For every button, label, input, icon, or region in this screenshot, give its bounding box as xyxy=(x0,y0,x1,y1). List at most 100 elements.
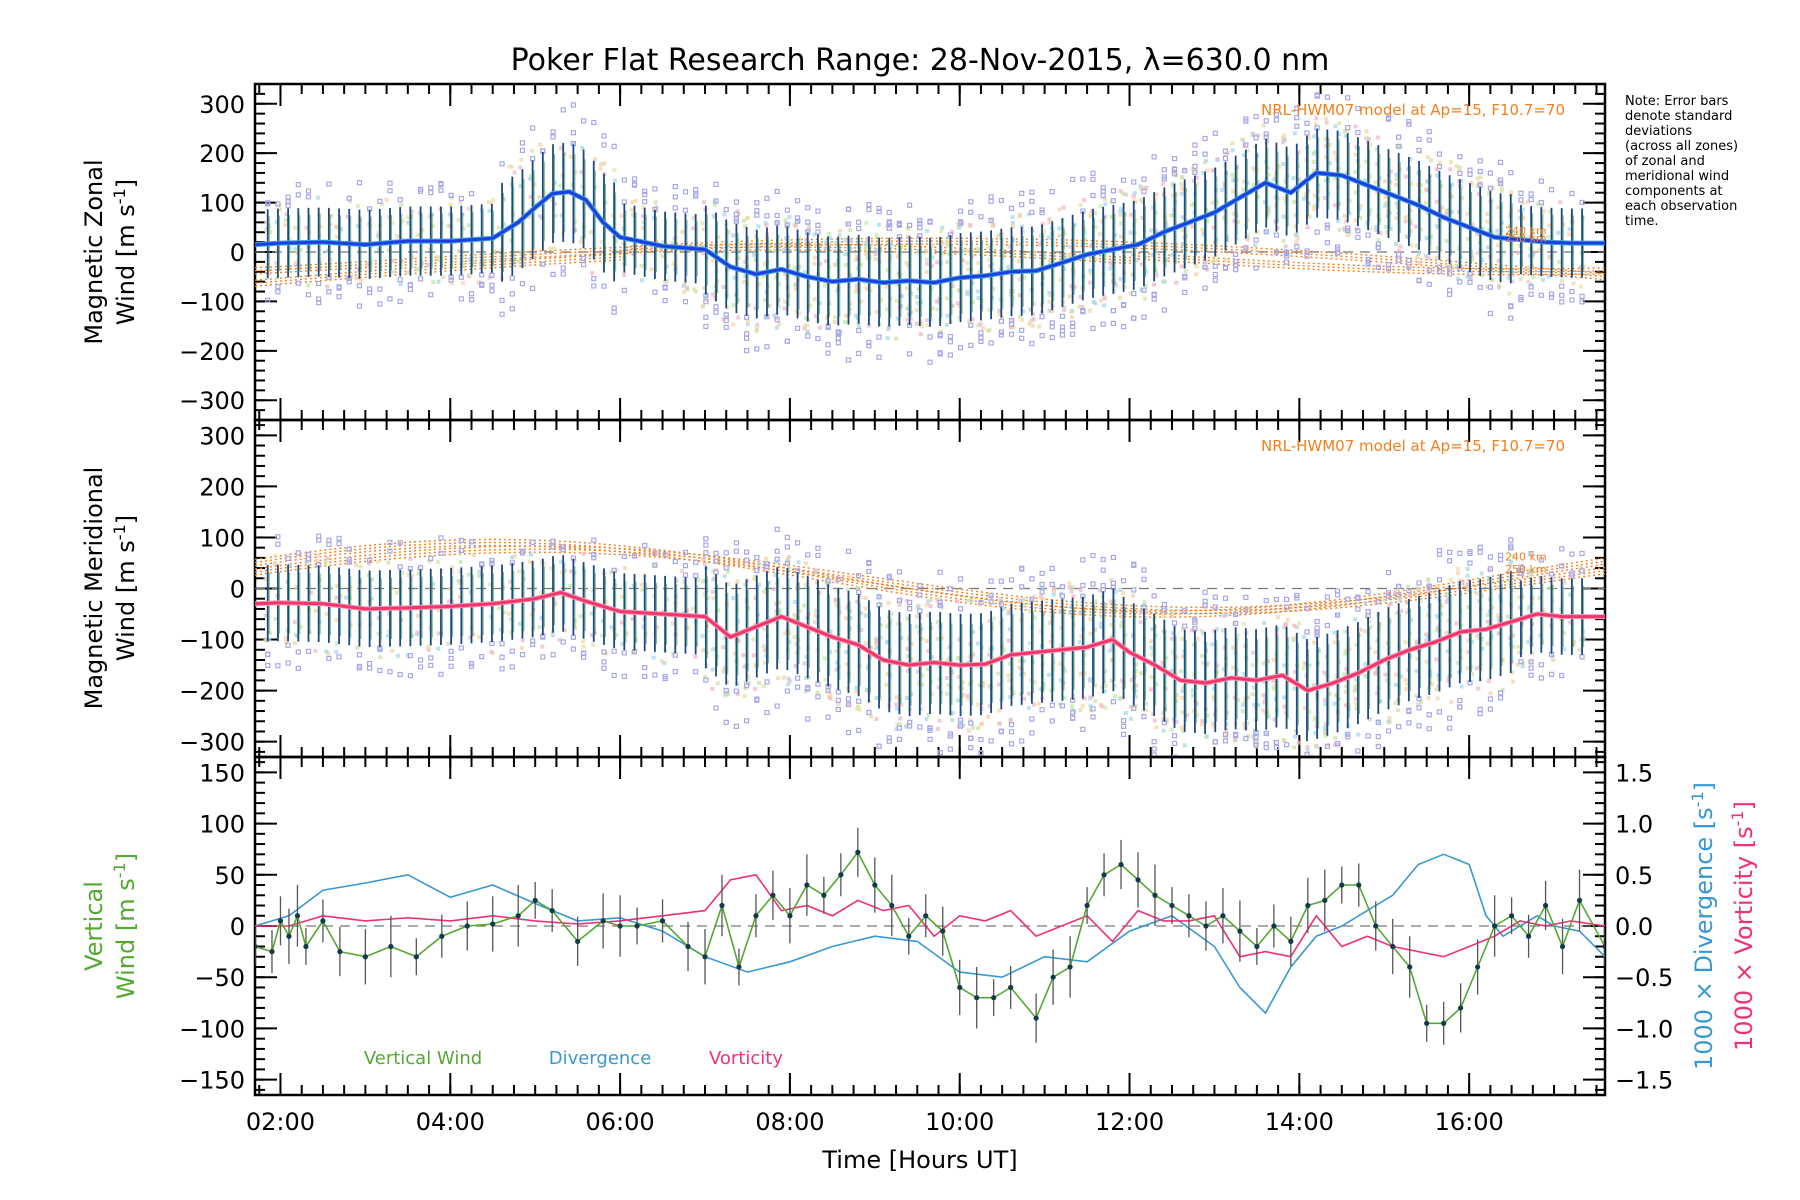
zone-point xyxy=(468,635,473,640)
zone-point xyxy=(1072,222,1077,227)
zone-point xyxy=(1191,709,1196,714)
zone-point xyxy=(1255,230,1260,235)
zone-point xyxy=(1562,631,1567,636)
zone-point xyxy=(1031,317,1036,322)
zone-point xyxy=(895,282,900,287)
zone-point xyxy=(1305,744,1310,749)
zone-point xyxy=(1250,663,1255,668)
zone-point xyxy=(857,707,862,712)
zone-point xyxy=(817,325,822,330)
zone-point xyxy=(889,611,894,616)
scatter-point xyxy=(856,727,862,733)
zone-point xyxy=(802,323,807,328)
zone-point xyxy=(945,240,950,245)
zone-point xyxy=(1313,121,1318,126)
zone-point xyxy=(1404,600,1409,605)
zone-point xyxy=(1057,233,1062,238)
scatter-point xyxy=(754,212,760,218)
zone-point xyxy=(1143,283,1148,288)
y-tick-label: 150 xyxy=(199,759,245,787)
scatter-point xyxy=(1436,709,1443,715)
zone-point xyxy=(804,676,809,681)
zone-point xyxy=(1425,635,1430,640)
zone-point xyxy=(968,718,973,723)
zone-point xyxy=(925,261,930,266)
zone-point xyxy=(313,608,318,613)
zone-point xyxy=(384,197,389,202)
scatter-point xyxy=(1059,593,1066,599)
zone-point xyxy=(376,631,381,636)
zone-point xyxy=(987,307,992,312)
zone-point xyxy=(924,603,929,608)
zone-point xyxy=(1444,238,1449,243)
zone-point xyxy=(700,304,705,309)
scatter-point xyxy=(1579,654,1585,660)
zone-point xyxy=(705,293,710,298)
zone-point xyxy=(621,241,626,246)
scatter-point xyxy=(835,330,841,336)
zone-point xyxy=(1312,206,1317,211)
zone-point xyxy=(867,323,872,328)
zone-point xyxy=(1434,199,1439,204)
zone-point xyxy=(1211,721,1216,726)
zone-point xyxy=(394,590,399,595)
zone-point xyxy=(794,642,799,647)
zone-point xyxy=(1465,566,1470,571)
scatter-point xyxy=(1100,567,1106,573)
zone-point xyxy=(863,613,868,618)
zone-point xyxy=(1393,672,1398,677)
zone-point xyxy=(1181,654,1186,659)
zone-point xyxy=(1435,246,1440,251)
zone-point xyxy=(916,287,921,292)
scatter-point xyxy=(1314,625,1320,631)
scatter-point xyxy=(1008,722,1015,728)
zone-point xyxy=(1562,580,1567,585)
zone-point xyxy=(580,184,585,189)
scatter-point xyxy=(1477,544,1483,550)
scatter-point xyxy=(438,535,444,541)
zone-point xyxy=(359,278,364,283)
zone-point xyxy=(930,655,935,660)
zone-point xyxy=(1170,193,1175,198)
zone-point xyxy=(437,258,442,263)
zone-point xyxy=(746,680,751,685)
zone-point xyxy=(1194,181,1199,186)
zone-point xyxy=(1152,718,1157,723)
scatter-point xyxy=(1110,198,1116,204)
zone-point xyxy=(1250,692,1255,697)
zone-point xyxy=(864,220,869,225)
scatter-point xyxy=(591,537,597,543)
zone-point xyxy=(1079,634,1084,639)
zone-point xyxy=(873,256,878,261)
scatter-point xyxy=(1039,333,1045,339)
zone-point xyxy=(306,283,311,288)
zone-point xyxy=(1108,260,1113,265)
zone-point xyxy=(1160,182,1165,187)
zone-point xyxy=(1404,687,1409,692)
zone-point xyxy=(1150,627,1155,632)
scatter-point xyxy=(1304,130,1310,136)
scatter-point xyxy=(672,652,678,658)
scatter-point xyxy=(1345,734,1351,740)
zone-point xyxy=(946,251,951,256)
scatter-point xyxy=(1100,192,1106,199)
zone-point xyxy=(858,611,863,616)
scatter-point xyxy=(468,663,475,669)
zone-point xyxy=(787,214,792,219)
zone-point xyxy=(366,572,371,577)
zone-point xyxy=(701,227,706,232)
scatter-point xyxy=(1559,299,1565,305)
scatter-point xyxy=(336,284,342,290)
zone-point xyxy=(1367,619,1372,624)
scatter-point xyxy=(1569,572,1575,578)
scatter-point xyxy=(265,297,271,303)
zone-point xyxy=(916,669,921,674)
zone-point xyxy=(987,257,992,262)
zone-point xyxy=(700,221,705,226)
zone-point xyxy=(828,629,833,634)
zone-point xyxy=(975,641,980,646)
scatter-point xyxy=(1233,267,1239,273)
scatter-point xyxy=(1538,199,1544,206)
zone-point xyxy=(1235,633,1240,638)
zone-point xyxy=(1526,279,1531,284)
